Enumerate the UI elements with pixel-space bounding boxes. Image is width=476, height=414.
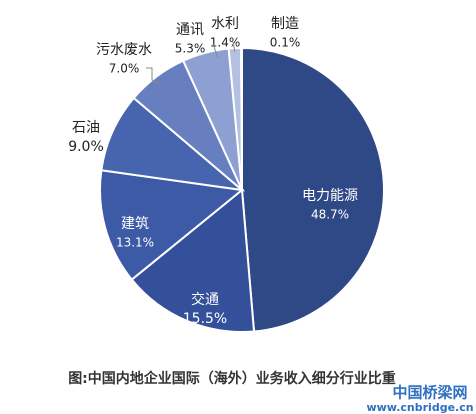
slice-value: 1.4% (210, 36, 241, 50)
slice-label: 建筑 (121, 216, 149, 232)
slice-value: 0.1% (270, 36, 301, 50)
watermark-url: www.cnbridge.cn (366, 401, 473, 414)
slice-label: 水利 (211, 16, 239, 32)
slice-value: 9.0% (68, 139, 104, 155)
pie-slice (99, 169, 245, 281)
chart-title: 图:中国内地企业国际（海外）业务收入细分行业比重 (68, 370, 396, 387)
slice-label: 通讯 (176, 22, 204, 38)
slice-label: 制造 (271, 16, 299, 32)
watermark: 中国桥梁网 (392, 384, 467, 402)
pie-slice (130, 188, 256, 333)
pie-slice (240, 46, 243, 191)
slice-label: 石油 (72, 120, 100, 136)
slice-value: 15.5% (183, 311, 227, 327)
slice-value: 48.7% (311, 208, 349, 222)
leader-line (146, 67, 161, 85)
slice-label: 电力能源 (302, 188, 358, 204)
slice-label: 交通 (191, 291, 219, 308)
pie-slice (241, 46, 385, 333)
pie-slice (100, 96, 246, 192)
leader-line (212, 43, 219, 59)
slice-value: 13.1% (116, 236, 154, 250)
slice-value: 7.0% (109, 62, 140, 76)
leader-line (232, 41, 236, 53)
slice-label: 污水废水 (96, 42, 152, 58)
slice-value: 5.3% (175, 42, 206, 56)
